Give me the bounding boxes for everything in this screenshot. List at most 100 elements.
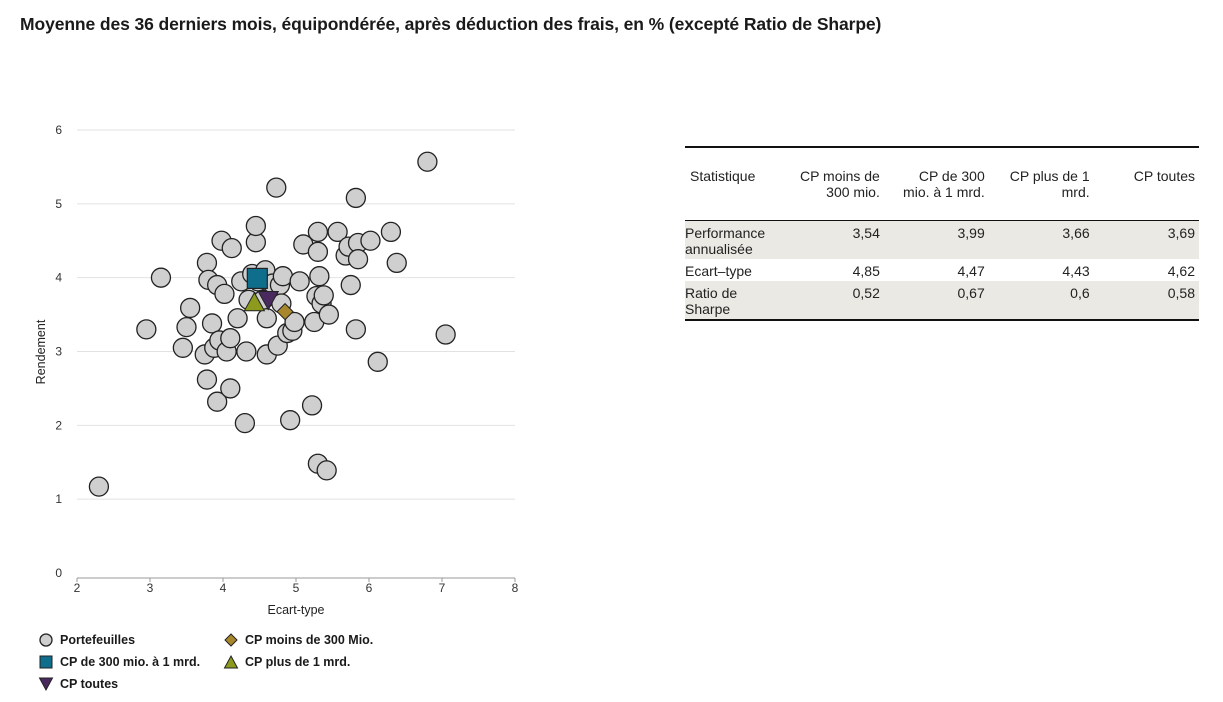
legend-item-cp-300-1mrd: CP de 300 mio. à 1 mrd.	[38, 654, 200, 670]
x-axis-tick-marks	[76, 578, 516, 582]
data-points	[88, 151, 456, 497]
table-header: CP de 300 mio. à 1 mrd.	[883, 147, 989, 221]
circle-marker-icon	[39, 633, 53, 647]
table-cell: 4,85	[852, 263, 880, 279]
y-tick-label: 0	[55, 566, 62, 580]
statistics-table: Statistique CP moins de 300 mio. CP de 3…	[685, 146, 1199, 321]
scatter-point	[214, 283, 235, 305]
scatter-point	[256, 308, 277, 329]
diamond-marker-icon	[224, 633, 238, 647]
scatter-point	[88, 476, 110, 497]
legend-label: Portefeuilles	[60, 633, 136, 647]
scatter-point	[179, 297, 201, 319]
scatter-point	[234, 412, 256, 434]
table-header: CP moins de 300 mio.	[778, 147, 884, 221]
y-tick-label: 2	[55, 418, 62, 432]
table-header: CP plus de 1 mrd.	[988, 147, 1094, 221]
y-tick-label: 5	[55, 197, 62, 211]
scatter-point	[176, 316, 197, 338]
scatter-point	[301, 395, 323, 416]
table-cell: 3,69	[1093, 220, 1199, 259]
scatter-point	[220, 378, 241, 399]
x-tick-label: 2	[74, 581, 81, 595]
table-header: Statistique	[685, 147, 779, 221]
table-cell: 4,43	[1062, 263, 1090, 279]
y-tick-label: 3	[55, 345, 62, 359]
scatter-point	[284, 311, 305, 333]
scatter-point	[150, 267, 172, 288]
legend-label: CP toutes	[60, 677, 119, 691]
legend-item-cp-toutes: CP toutes	[38, 676, 118, 692]
legend-label: CP plus de 1 mrd.	[245, 655, 351, 669]
table-cell: 3,99	[883, 220, 989, 259]
x-tick-label: 3	[147, 581, 154, 595]
scatter-point	[220, 328, 241, 349]
y-axis-ticks: 0 1 2 3 4 5 6	[55, 123, 62, 580]
cp-plus-1mrd-point	[243, 291, 266, 312]
x-axis-label: Ecart-type	[268, 603, 325, 617]
scatter-point	[340, 274, 361, 296]
scatter-point	[196, 252, 218, 274]
scatter-point	[386, 252, 407, 274]
scatter-point	[236, 341, 257, 362]
table-cell: 0,58	[1093, 281, 1199, 320]
scatter-point	[345, 187, 367, 209]
table-header-row: Statistique CP moins de 300 mio. CP de 3…	[685, 147, 1199, 221]
table-cell: 4,62	[1167, 263, 1195, 279]
cp-300-1mrd-point	[246, 267, 268, 290]
scatter-point	[435, 324, 456, 345]
triangle-up-marker-icon	[223, 654, 239, 669]
x-tick-label: 7	[439, 581, 446, 595]
scatter-point	[201, 313, 223, 334]
x-axis-ticks: 2 3 4 5 6 7 8	[74, 581, 519, 595]
scatter-point	[245, 215, 267, 237]
scatter-point	[417, 151, 438, 172]
scatter-point	[360, 230, 381, 251]
scatter-point	[367, 351, 388, 372]
table-cell: 4,47	[957, 263, 985, 279]
scatter-point	[380, 221, 402, 243]
scatter-point	[172, 337, 194, 358]
scatter-point	[266, 177, 287, 198]
x-tick-label: 4	[220, 581, 227, 595]
scatter-point	[345, 319, 367, 340]
scatter-point	[196, 369, 218, 390]
scatter-point	[221, 237, 242, 259]
scatter-point	[309, 266, 330, 287]
table-row-label: Performance annualisée	[685, 220, 779, 259]
triangle-down-marker-icon	[38, 677, 54, 692]
table-cell: 3,54	[778, 220, 884, 259]
scatter-point	[280, 410, 301, 431]
scatter-point	[307, 241, 329, 262]
x-tick-label: 8	[512, 581, 519, 595]
scatter-point	[313, 285, 334, 306]
cp-toutes-point	[257, 291, 280, 311]
legend-item-cp-moins-300: CP moins de 300 Mio.	[223, 632, 373, 648]
scatter-point	[327, 221, 348, 243]
chart-title: Moyenne des 36 derniers mois, équipondér…	[20, 14, 882, 34]
table-row: Ecart–type 4,85 4,47 4,43 4,62	[685, 259, 1199, 281]
scatter-point	[272, 266, 294, 287]
scatter-point	[318, 304, 340, 325]
y-tick-label: 6	[55, 123, 62, 137]
table-header: CP toutes	[1093, 147, 1199, 221]
table-cell: 0,6	[988, 281, 1094, 320]
scatter-point	[289, 271, 310, 292]
table-row-label: Ecart–type	[685, 263, 752, 279]
legend-label: CP de 300 mio. à 1 mrd.	[60, 655, 201, 669]
square-marker-icon	[39, 655, 53, 669]
scatter-point	[207, 391, 228, 412]
scatter-chart: 0 1 2 3 4 5 6 2 3 4 5 6 7 8 Ecart-type Rendement	[34, 123, 519, 617]
x-tick-label: 5	[293, 581, 300, 595]
scatter-point	[347, 249, 369, 270]
table-cell: 3,66	[988, 220, 1094, 259]
table-row: Performance annualisée 3,54 3,99 3,66 3,…	[685, 220, 1199, 259]
legend-item-portefeuilles: Portefeuilles	[38, 632, 135, 648]
table-row: Ratio de Sharpe 0,52 0,67 0,6 0,58	[685, 281, 1199, 320]
scatter-point	[316, 460, 337, 481]
legend-label: CP moins de 300 Mio.	[245, 633, 374, 647]
scatter-point	[307, 221, 329, 243]
y-axis-label: Rendement	[34, 319, 48, 384]
table-cell: 0,67	[883, 281, 989, 320]
scatter-point	[227, 308, 248, 329]
